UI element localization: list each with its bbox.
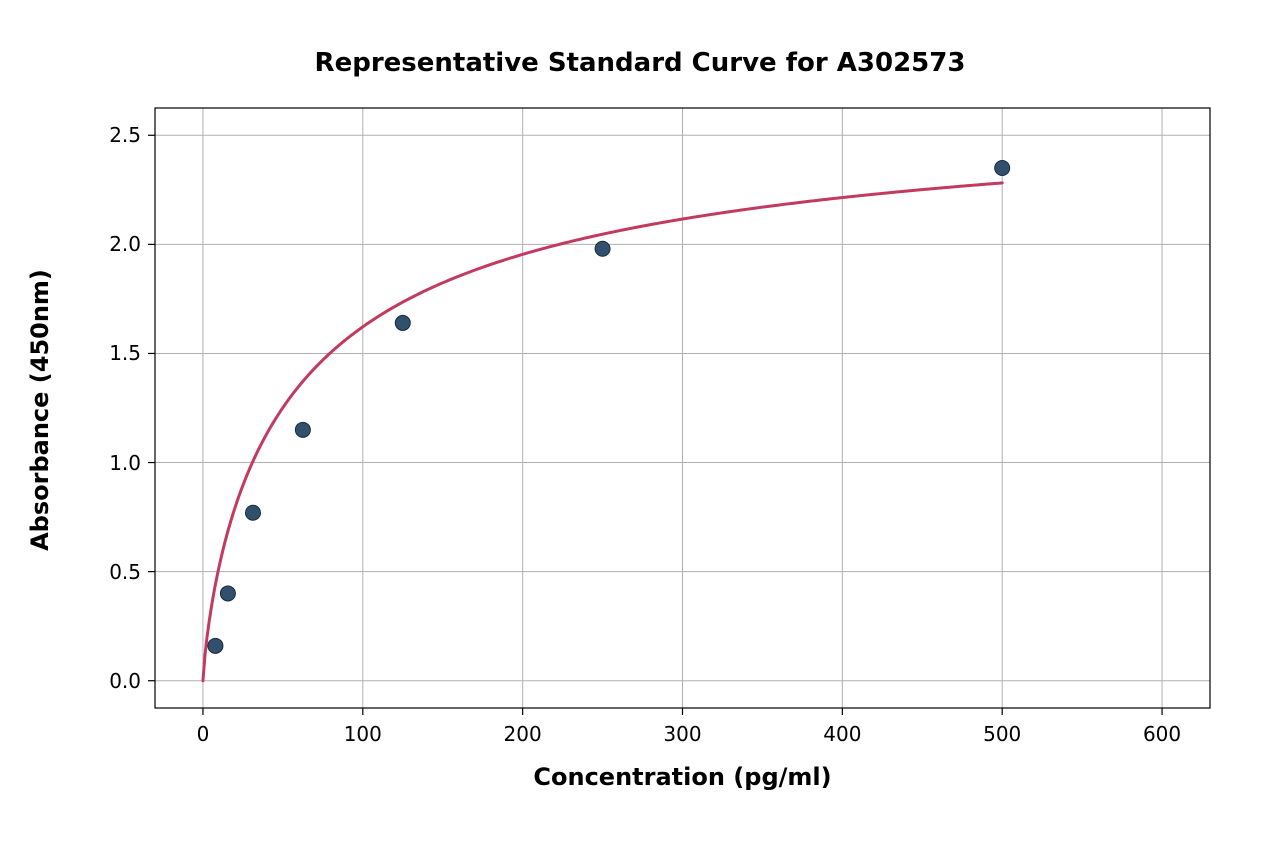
- data-point: [220, 586, 235, 601]
- y-tick-label: 0.0: [109, 669, 141, 693]
- data-point: [595, 241, 610, 256]
- y-tick-label: 2.0: [109, 232, 141, 256]
- x-tick-label: 100: [323, 722, 403, 746]
- data-point: [995, 161, 1010, 176]
- x-tick-label: 500: [962, 722, 1042, 746]
- x-tick-label: 400: [802, 722, 882, 746]
- plot-svg: [0, 0, 1280, 845]
- data-point: [395, 315, 410, 330]
- x-tick-label: 0: [163, 722, 243, 746]
- x-tick-label: 600: [1122, 722, 1202, 746]
- y-tick-label: 1.5: [109, 341, 141, 365]
- data-point: [208, 638, 223, 653]
- chart-container: Representative Standard Curve for A30257…: [0, 0, 1280, 845]
- x-tick-label: 200: [483, 722, 563, 746]
- data-point: [245, 505, 260, 520]
- y-tick-label: 1.0: [109, 451, 141, 475]
- x-tick-label: 300: [643, 722, 723, 746]
- data-point: [295, 422, 310, 437]
- fitted-curve: [203, 183, 1002, 681]
- y-tick-label: 0.5: [109, 560, 141, 584]
- y-tick-label: 2.5: [109, 123, 141, 147]
